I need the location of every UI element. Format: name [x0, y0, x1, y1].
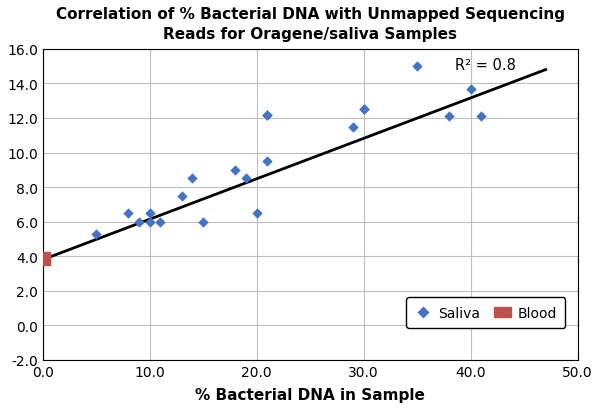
- Point: [145, 210, 154, 217]
- Point: [348, 124, 358, 130]
- Point: [177, 193, 187, 200]
- Legend: Saliva, Blood: Saliva, Blood: [406, 298, 565, 328]
- Point: [91, 231, 101, 238]
- Point: [230, 167, 240, 174]
- Point: [263, 159, 272, 165]
- Point: [476, 114, 486, 120]
- Point: [134, 219, 144, 225]
- Point: [155, 219, 165, 225]
- Point: [252, 210, 262, 217]
- Point: [124, 210, 133, 217]
- Title: Correlation of % Bacterial DNA with Unmapped Sequencing
Reads for Oragene/saliva: Correlation of % Bacterial DNA with Unma…: [56, 7, 565, 42]
- Point: [241, 176, 251, 182]
- Bar: [40, 252, 50, 265]
- Text: R² = 0.8: R² = 0.8: [455, 58, 515, 73]
- Point: [466, 86, 476, 93]
- Point: [145, 219, 154, 225]
- Point: [199, 219, 208, 225]
- X-axis label: % Bacterial DNA in Sample: % Bacterial DNA in Sample: [195, 387, 425, 402]
- Point: [263, 112, 272, 119]
- Point: [188, 176, 197, 182]
- Point: [445, 114, 454, 120]
- Point: [359, 107, 368, 113]
- Point: [412, 64, 422, 70]
- Point: [263, 112, 272, 119]
- Point: [359, 107, 368, 113]
